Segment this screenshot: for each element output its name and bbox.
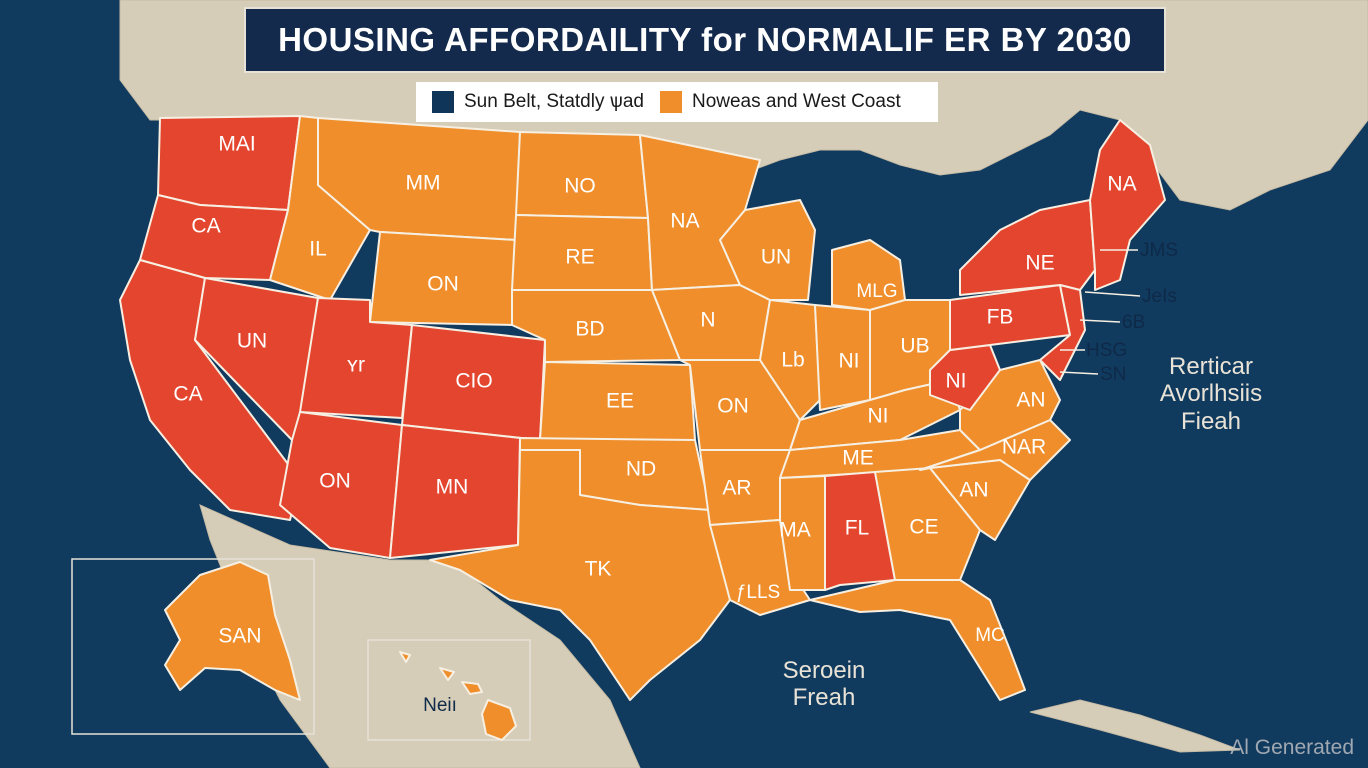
label-co: CIO bbox=[455, 370, 492, 393]
label-al: FL bbox=[845, 517, 870, 540]
callout-4: HSG bbox=[1086, 340, 1127, 361]
label-wa: MAI bbox=[218, 133, 255, 156]
label-mn: NA bbox=[670, 210, 699, 233]
state-ga bbox=[874, 467, 981, 581]
label-oh: UB bbox=[900, 335, 929, 358]
legend-swatch-sunbelt bbox=[432, 91, 454, 113]
label-wy: ON bbox=[427, 273, 459, 296]
map-title-bar: HOUSING AFFORDAILITY for NORMALIF ER BY … bbox=[244, 7, 1166, 73]
label-ky: NI bbox=[868, 405, 889, 428]
label-or: CA bbox=[191, 215, 220, 238]
label-tx: TK bbox=[585, 558, 612, 581]
label-id: IL bbox=[309, 238, 327, 261]
ocean-gulf-line2: Freah bbox=[793, 684, 856, 711]
label-pa: FB bbox=[987, 306, 1014, 329]
label-nv: UN bbox=[237, 330, 267, 353]
label-ny: NE bbox=[1025, 252, 1054, 275]
label-in: NI bbox=[839, 350, 860, 373]
label-sc: AN bbox=[959, 479, 988, 502]
legend-swatch-west-coast bbox=[659, 91, 682, 113]
legend: Sun Belt, Statdly ѱad Noweas and West Co… bbox=[416, 82, 938, 122]
state-wa bbox=[157, 115, 301, 211]
legend-label-sunbelt: Sun Belt, Statdly ѱad bbox=[464, 91, 644, 112]
label-ok: ND bbox=[626, 458, 656, 481]
state-hi bbox=[399, 651, 517, 741]
state-al bbox=[824, 471, 896, 591]
state-ny bbox=[959, 199, 1096, 296]
label-ut: ʏr bbox=[347, 354, 365, 377]
label-wi: UN bbox=[761, 246, 791, 269]
callout-3: 6B bbox=[1122, 312, 1145, 333]
label-mi: MLG bbox=[856, 281, 897, 302]
callout-5: SN bbox=[1100, 364, 1126, 385]
ocean-atlantic-line3: Fieah bbox=[1181, 408, 1241, 435]
hawaii-inset-frame bbox=[367, 639, 531, 741]
map-title: HOUSING AFFORDAILITY for NORMALIF ER BY … bbox=[278, 21, 1132, 58]
label-nm: MN bbox=[436, 476, 469, 499]
label-va: AN bbox=[1016, 389, 1045, 412]
label-ak: SAN bbox=[218, 625, 261, 648]
label-nc: NAR bbox=[1002, 436, 1046, 459]
state-ak bbox=[164, 561, 301, 701]
label-mo: ON bbox=[717, 395, 749, 418]
label-me: NA bbox=[1107, 173, 1136, 196]
label-ca: CA bbox=[173, 383, 202, 406]
state-tx bbox=[429, 449, 731, 701]
callout-1: JMS bbox=[1140, 240, 1178, 261]
ai-generated-watermark: Al Generated bbox=[1230, 736, 1354, 759]
label-nd: NO bbox=[564, 175, 596, 198]
label-hi: Neiı bbox=[423, 695, 457, 716]
state-new-england bbox=[1089, 119, 1166, 291]
label-ne: BD bbox=[575, 318, 604, 341]
callout-2: JeIs bbox=[1142, 286, 1177, 307]
label-il: Lb bbox=[781, 349, 804, 372]
callout-lines bbox=[1059, 249, 1141, 375]
label-ks: EE bbox=[606, 390, 634, 413]
state-nj-md bbox=[1039, 284, 1086, 381]
label-la: ƒLLS bbox=[736, 582, 780, 603]
label-sd: RE bbox=[565, 246, 594, 269]
state-fl bbox=[809, 579, 1026, 701]
state-va bbox=[959, 359, 1061, 451]
ocean-gulf-line1: Seroein bbox=[783, 657, 866, 684]
ocean-atlantic-line1: Rerticar bbox=[1169, 353, 1253, 380]
label-mt: MM bbox=[406, 172, 441, 195]
label-ia: N bbox=[700, 309, 715, 332]
state-ms bbox=[779, 475, 826, 591]
label-wv: NI bbox=[946, 370, 967, 393]
state-wi bbox=[719, 199, 816, 301]
label-ar: AR bbox=[722, 477, 751, 500]
label-tn: ME bbox=[842, 447, 874, 470]
alaska-inset-frame bbox=[71, 558, 315, 735]
label-ms: MA bbox=[779, 519, 811, 542]
state-il bbox=[759, 299, 821, 421]
label-ga: CE bbox=[909, 516, 938, 539]
label-az: ON bbox=[319, 470, 351, 493]
legend-label-west-coast: Noweas and West Coast bbox=[691, 91, 901, 112]
cuba-land bbox=[1029, 699, 1241, 753]
label-fl: MC bbox=[975, 625, 1005, 646]
ocean-atlantic-line2: Avorlhsiis bbox=[1160, 380, 1262, 407]
